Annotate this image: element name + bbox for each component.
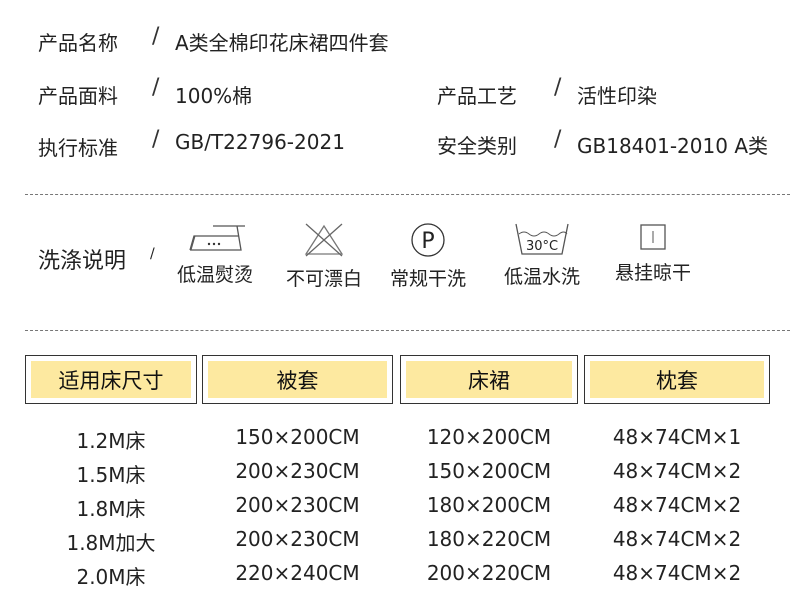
care-item: P 常规干洗 xyxy=(383,222,473,291)
header-label: 被套 xyxy=(208,361,387,398)
table-cell: 200×230CM xyxy=(235,493,360,517)
separator: / xyxy=(152,75,160,100)
table-cell: 48×74CM×2 xyxy=(612,527,742,551)
separator: / xyxy=(554,75,562,100)
care-item: 低温熨烫 xyxy=(170,222,260,287)
header-label: 适用床尺寸 xyxy=(31,361,191,398)
table-cell: 200×230CM xyxy=(235,527,360,551)
header-label: 床裙 xyxy=(406,361,572,398)
header-label: 枕套 xyxy=(590,361,764,398)
table-header: 适用床尺寸 xyxy=(25,355,197,404)
care-label: 常规干洗 xyxy=(389,268,466,290)
dry-clean-p-icon: P xyxy=(411,223,445,257)
table-header: 床裙 xyxy=(400,355,578,404)
info-label: 执行标准 xyxy=(38,136,118,160)
care-item: 悬挂晾干 xyxy=(608,222,698,285)
info-value: 活性印染 xyxy=(577,84,657,108)
info-value: A类全棉印花床裙四件套 xyxy=(175,31,389,55)
info-value: 100%棉 xyxy=(175,84,253,108)
care-title: 洗涤说明 xyxy=(38,249,127,274)
care-label: 低温熨烫 xyxy=(176,264,253,286)
dry-clean-glyph: P xyxy=(421,229,434,254)
info-label: 产品工艺 xyxy=(437,84,517,108)
wash-30-icon: 30°C xyxy=(515,223,569,255)
care-label: 低温水洗 xyxy=(503,266,580,288)
table-cell: 200×220CM xyxy=(426,561,552,585)
table-cell: 48×74CM×2 xyxy=(612,493,742,517)
info-value: GB18401-2010 A类 xyxy=(577,134,768,158)
table-cell: 180×200CM xyxy=(426,493,552,517)
info-value: GB/T22796-2021 xyxy=(175,130,345,154)
table-cell: 120×200CM xyxy=(426,425,552,449)
table-cell: 220×240CM xyxy=(235,561,360,585)
separator: / xyxy=(152,24,160,49)
info-label: 产品名称 xyxy=(38,31,118,55)
separator: / xyxy=(554,127,562,152)
table-cell: 2.0M床 xyxy=(76,565,146,589)
table-cell: 1.8M加大 xyxy=(66,531,156,555)
table-header: 枕套 xyxy=(584,355,770,404)
table-cell: 1.5M床 xyxy=(76,463,146,487)
table-cell: 1.8M床 xyxy=(76,497,146,521)
care-label: 不可漂白 xyxy=(285,268,362,290)
table-header: 被套 xyxy=(202,355,393,404)
table-cell: 48×74CM×2 xyxy=(612,459,742,483)
care-item: 不可漂白 xyxy=(279,222,369,291)
info-label: 产品面料 xyxy=(38,84,118,108)
table-cell: 1.2M床 xyxy=(76,429,146,453)
table-cell: 48×74CM×2 xyxy=(612,561,742,585)
table-cell: 180×220CM xyxy=(426,527,552,551)
table-cell: 48×74CM×1 xyxy=(612,425,742,449)
info-label: 安全类别 xyxy=(437,134,517,158)
no-bleach-icon xyxy=(304,223,344,257)
care-item: 30°C 低温水洗 xyxy=(497,222,587,289)
hang-dry-icon xyxy=(640,224,666,250)
table-cell: 150×200CM xyxy=(426,459,552,483)
separator: / xyxy=(150,246,155,262)
divider xyxy=(25,194,790,195)
separator: / xyxy=(152,127,160,152)
divider xyxy=(25,330,790,331)
table-cell: 150×200CM xyxy=(235,425,360,449)
care-label: 悬挂晾干 xyxy=(614,262,691,284)
table-cell: 200×230CM xyxy=(235,459,360,483)
iron-low-icon xyxy=(189,225,245,251)
wash-temp: 30°C xyxy=(526,239,558,254)
